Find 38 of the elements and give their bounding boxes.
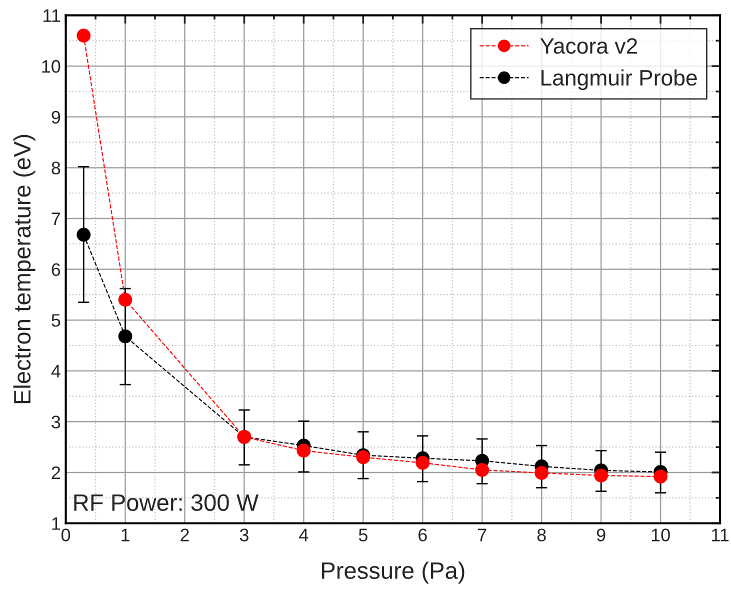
point xyxy=(416,456,430,470)
point xyxy=(534,466,549,480)
x-tick-label: 11 xyxy=(712,528,729,542)
point xyxy=(76,28,91,43)
x-tick-label: 5 xyxy=(358,528,368,542)
x-tick-label: 10 xyxy=(652,528,670,542)
x-tick-label: 7 xyxy=(478,528,486,542)
y-tick-label: 11 xyxy=(44,9,60,22)
point xyxy=(118,292,132,307)
point xyxy=(118,329,132,344)
y-tick-label: 6 xyxy=(52,263,60,276)
x-tick-label: 8 xyxy=(537,528,546,542)
y-tick-label: 3 xyxy=(52,416,60,428)
x-tick-label: 9 xyxy=(596,528,606,542)
x-tick-label: 2 xyxy=(180,528,189,542)
point xyxy=(76,228,91,242)
x-tick-label: 3 xyxy=(240,528,248,542)
x-tick-label: 6 xyxy=(418,528,427,542)
x-tick-label: 0 xyxy=(61,528,70,542)
point xyxy=(296,444,311,458)
x-axis-title: Pressure (Pa) xyxy=(322,562,464,584)
annotation: RF Power: 300 W xyxy=(74,494,259,511)
x-tick-label: 1 xyxy=(122,528,130,542)
y-tick-label: 8 xyxy=(52,162,60,174)
y-tick-label: 1 xyxy=(52,517,60,530)
y-tick-label: 2 xyxy=(52,466,60,480)
point xyxy=(594,468,608,482)
y-tick-label: 7 xyxy=(52,212,60,226)
y-tick-label: 9 xyxy=(52,110,60,124)
point xyxy=(475,462,490,477)
y-tick-label: 5 xyxy=(52,314,60,327)
point xyxy=(654,470,668,484)
x-tick-label: 4 xyxy=(299,528,308,542)
y-tick-label: 10 xyxy=(42,60,60,73)
y-axis-title: Electron temperature (eV) xyxy=(13,134,36,404)
y-tick-label: 4 xyxy=(51,364,60,378)
legend-label: Langmuir Probe xyxy=(542,69,697,90)
legend-label: Yacora v2 xyxy=(540,38,638,54)
